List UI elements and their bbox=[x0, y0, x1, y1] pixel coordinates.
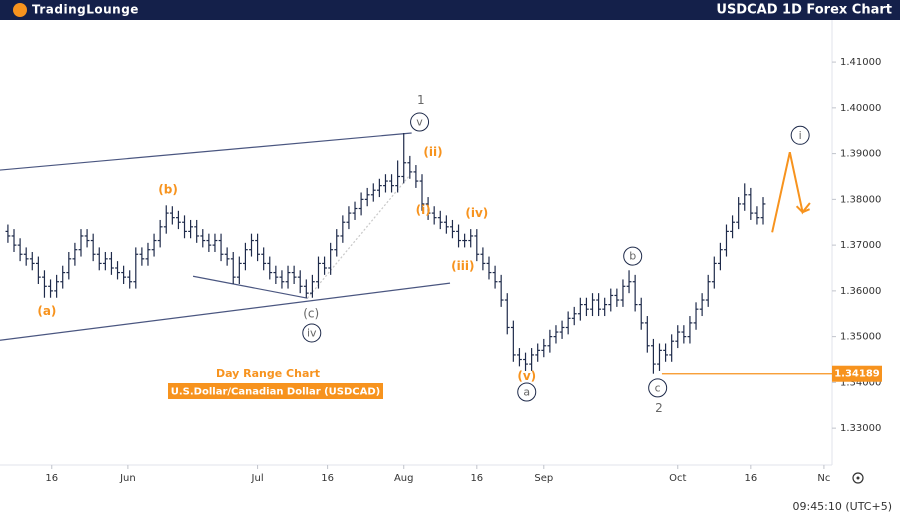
trend-line bbox=[0, 132, 412, 171]
instrument-box bbox=[168, 383, 383, 399]
x-tick-label: Jul bbox=[251, 473, 264, 484]
projection-arrowhead bbox=[795, 205, 810, 214]
wave-label: (v) bbox=[517, 369, 536, 383]
wave-circle bbox=[623, 246, 643, 266]
wave-label: a bbox=[523, 385, 530, 398]
logo: TradingLounge bbox=[32, 3, 139, 17]
wave-circle bbox=[410, 112, 430, 132]
header-bar bbox=[0, 0, 900, 20]
chart-title: USDCAD 1D Forex Chart bbox=[716, 3, 892, 18]
wave-circle bbox=[302, 323, 322, 343]
x-tick-label: 16 bbox=[45, 473, 58, 484]
wave-label: c bbox=[655, 381, 661, 394]
wave-label: (b) bbox=[158, 182, 178, 196]
wave-label: (i) bbox=[416, 203, 431, 217]
logo-icon bbox=[13, 3, 27, 17]
x-tick-label: Jun bbox=[119, 473, 136, 484]
y-tick-label: 1.41000 bbox=[840, 57, 881, 68]
level-tag bbox=[832, 365, 882, 382]
wave-label: (iii) bbox=[451, 259, 474, 273]
wave-circle bbox=[517, 382, 537, 402]
subtitle: Day Range Chart bbox=[216, 367, 320, 380]
level-label: 1.34189 bbox=[834, 369, 880, 380]
projection-path bbox=[771, 152, 811, 233]
y-tick-label: 1.37000 bbox=[840, 240, 881, 251]
y-tick-label: 1.38000 bbox=[840, 194, 881, 205]
wave-label: b bbox=[629, 250, 636, 263]
y-tick-label: 1.36000 bbox=[840, 286, 881, 297]
y-tick-label: 1.35000 bbox=[840, 332, 881, 343]
trend-lines bbox=[0, 132, 451, 341]
wave-circle bbox=[790, 125, 810, 145]
wave-label: (iv) bbox=[465, 206, 488, 220]
wave-circle bbox=[648, 378, 668, 398]
y-tick-label: 1.39000 bbox=[840, 149, 881, 160]
x-tick-label: Sep bbox=[534, 473, 553, 484]
trend-line bbox=[192, 275, 308, 299]
instrument-label: U.S.Dollar/Canadian Dollar (USDCAD) bbox=[171, 387, 381, 398]
ohlc-bars bbox=[5, 133, 766, 374]
settings-icon[interactable] bbox=[852, 472, 864, 484]
wave-label: (ii) bbox=[423, 145, 442, 159]
y-tick-label: 1.34000 bbox=[840, 377, 881, 388]
x-tick-label: 16 bbox=[321, 473, 334, 484]
trend-line bbox=[307, 174, 411, 299]
wave-label: iv bbox=[307, 326, 317, 339]
x-tick-label: 16 bbox=[744, 473, 757, 484]
wave-label: v bbox=[416, 116, 423, 129]
x-tick-label: Oct bbox=[669, 473, 686, 484]
y-tick-label: 1.40000 bbox=[840, 103, 881, 114]
trend-line bbox=[0, 282, 451, 341]
x-tick-label: 16 bbox=[470, 473, 483, 484]
wave-label: 1 bbox=[417, 93, 425, 107]
wave-label: (a) bbox=[37, 304, 56, 318]
wave-label: 2 bbox=[655, 401, 663, 415]
wave-label: (c) bbox=[303, 306, 319, 320]
clock: 09:45:10 (UTC+5) bbox=[792, 500, 892, 513]
x-tick-label: Nc bbox=[817, 473, 830, 484]
x-tick-label: Aug bbox=[394, 473, 414, 484]
y-tick-label: 1.33000 bbox=[840, 423, 881, 434]
wave-label: i bbox=[799, 129, 802, 142]
